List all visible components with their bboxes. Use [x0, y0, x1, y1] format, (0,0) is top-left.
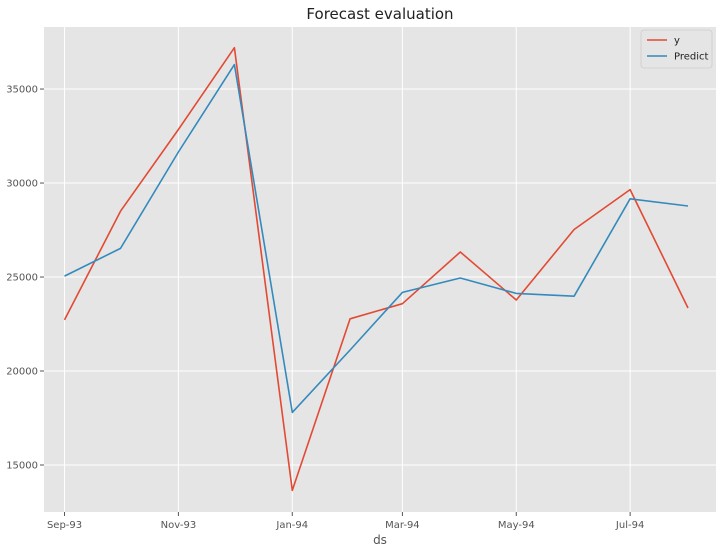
legend: y Predict — [640, 29, 713, 69]
grid-lines — [44, 27, 716, 512]
series-lines — [63, 46, 689, 492]
plot-area — [44, 27, 716, 512]
legend-label: y — [674, 36, 680, 47]
chart-title: Forecast evaluation — [306, 5, 453, 23]
x-tick-label: May-94 — [498, 520, 535, 531]
y-tick-label: 35000 — [6, 85, 38, 96]
series-line-1 — [64, 63, 689, 414]
y-tick-label: 20000 — [6, 367, 38, 378]
y-tick-label: 30000 — [6, 179, 38, 190]
x-tick-label: Mar-94 — [385, 520, 420, 531]
legend-label: Predict — [674, 52, 709, 63]
x-axis-label: ds — [373, 533, 387, 547]
y-tick-label: 15000 — [6, 461, 38, 472]
x-tick-label: Jan-94 — [275, 520, 308, 531]
x-tick-label: Nov-93 — [161, 520, 197, 531]
x-tick-label: Sep-93 — [47, 520, 82, 531]
y-axis: 15000 20000 25000 30000 35000 — [6, 85, 44, 472]
series-line-0 — [63, 46, 689, 492]
x-axis: Sep-93 Nov-93 Jan-94 Mar-94 May-94 Jul-94 — [47, 512, 644, 531]
x-tick-label: Jul-94 — [615, 520, 644, 531]
y-tick-label: 25000 — [6, 273, 38, 284]
